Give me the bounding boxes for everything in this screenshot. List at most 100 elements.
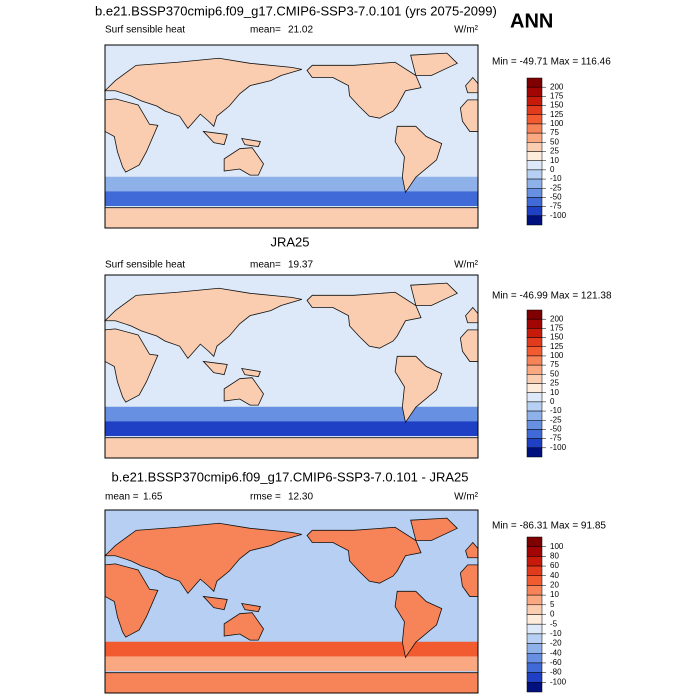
units: W/m² [454,25,479,36]
colorbar-box [526,169,543,180]
colorbar-label: -10 [550,174,562,183]
colorbar-box [526,447,543,458]
ocean-band [105,421,478,437]
stat-label: rmse = [250,492,281,503]
colorbar-box [526,633,543,644]
min-max: Min = -49.71 Max = 116.46 [492,57,611,68]
map-frame [104,274,479,459]
colorbar-label: -75 [550,202,562,211]
units: W/m² [454,260,479,271]
ocean-band [105,176,478,196]
colorbar-box [526,410,543,421]
colorbar-label: 50 [550,369,559,378]
stat-value: 12.30 [288,492,313,503]
colorbar-label: 150 [550,101,564,110]
colorbar-box [526,614,543,625]
colorbar-box [526,383,543,393]
colorbar-box [526,151,543,161]
colorbar-box [526,346,543,357]
variable-name: Surf sensible heat [105,260,185,271]
figure-title: b.e21.BSSP370cmip6.f09_g17.CMIP6-SSP3-7.… [95,3,497,18]
colorbar-box [526,438,543,449]
stat-value: 1.65 [143,492,163,503]
colorbar-label: 10 [550,590,559,599]
colorbar-label: 75 [550,128,559,137]
colorbar-box [526,565,543,576]
colorbar-label: 100 [550,119,564,128]
colorbar-box [526,392,543,403]
ocean-band [105,656,478,672]
min-max: Min = -46.99 Max = 121.38 [492,291,612,302]
colorbar-box [526,594,543,606]
colorbar-label: 10 [550,388,559,397]
colorbar-box [526,337,543,347]
colorbar-box [526,178,543,189]
ocean-band [105,191,478,207]
colorbar-box [526,623,543,635]
colorbar-box [526,309,543,320]
stat-label: mean= [250,25,281,36]
colorbar-label: 40 [550,571,559,580]
colorbar-label: -25 [550,415,562,424]
colorbar-box [526,86,543,97]
colorbar-box [526,604,543,615]
colorbar-box [526,142,543,152]
colorbar-label: 5 [550,600,555,609]
colorbar-label: -100 [550,677,567,686]
colorbar-label: -100 [550,211,567,220]
colorbar-box [526,643,543,654]
colorbar-label: -20 [550,639,562,648]
colorbar-box [526,575,543,586]
colorbar-label: -5 [550,619,558,628]
colorbar-box [526,653,543,664]
units: W/m² [454,492,479,503]
colorbar-box [526,401,543,412]
colorbar-label: -10 [550,406,562,415]
ocean-band [105,406,478,426]
colorbar-label: 175 [550,91,564,100]
season: ANN [510,10,553,32]
stat-value: 19.37 [288,260,313,271]
stat-label: mean= [250,260,281,271]
colorbar-box [526,682,543,693]
map-frame [104,509,479,694]
colorbar-label: 125 [550,110,564,119]
colorbar-box [526,328,543,338]
colorbar-box [526,123,543,134]
min-max: Min = -86.31 Max = 91.85 [492,521,606,532]
colorbar-label: 10 [550,156,559,165]
colorbar-label: 20 [550,581,559,590]
colorbar-label: -40 [550,648,562,657]
colorbar-box [526,105,543,115]
variable-name: Surf sensible heat [105,25,185,36]
colorbar-box [526,188,543,198]
colorbar-box [526,318,543,329]
colorbar-label: -50 [550,425,562,434]
colorbar-box [526,662,543,673]
colorbar-box [526,114,543,125]
colorbar-label: 60 [550,561,559,570]
colorbar-label: 200 [550,314,564,323]
colorbar-label: 0 [550,165,555,174]
colorbar-label: -50 [550,193,562,202]
colorbar-label: -100 [550,443,567,452]
colorbar-label: 0 [550,610,555,619]
colorbar-label: 125 [550,342,564,351]
colorbar-box [526,355,543,366]
ocean-band [105,641,478,661]
colorbar-box [526,556,543,567]
map [104,274,479,459]
colorbar-label: 0 [550,397,555,406]
colorbar-label: -25 [550,183,562,192]
colorbar-box [526,672,543,683]
colorbar-box [526,374,543,384]
colorbar-box [526,77,543,88]
colorbar-label: 25 [550,379,559,388]
colorbar-box [526,585,543,596]
colorbar-box [526,160,543,171]
colorbar-label: 200 [550,82,564,91]
colorbar-label: -80 [550,668,562,677]
panel-title: b.e21.BSSP370cmip6.f09_g17.CMIP6-SSP3-7.… [112,469,469,484]
colorbar-box [526,96,543,106]
